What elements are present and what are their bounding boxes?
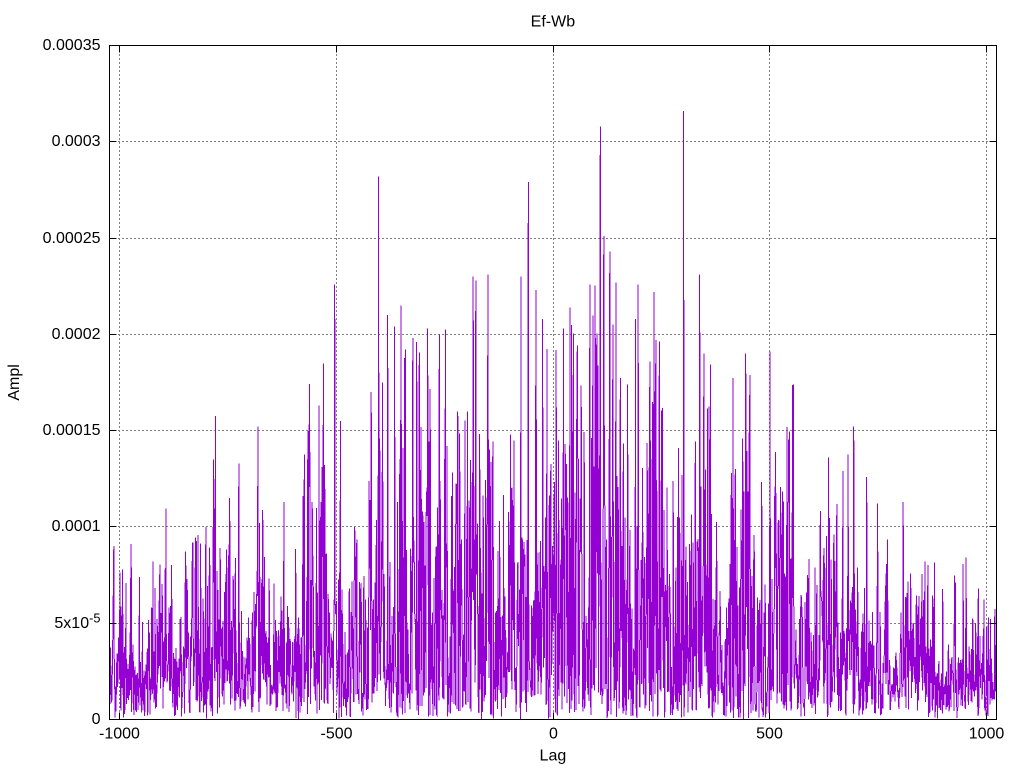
svg-text:-1000: -1000 [99,726,140,743]
svg-text:500: 500 [756,726,783,743]
svg-text:Ef-Wb: Ef-Wb [531,14,576,31]
svg-text:0: 0 [92,711,101,728]
svg-text:1000: 1000 [969,726,1005,743]
svg-text:0: 0 [549,726,558,743]
svg-text:0.00035: 0.00035 [43,37,101,54]
svg-text:5x10-5: 5x10-5 [54,611,100,633]
svg-text:0.00025: 0.00025 [43,230,101,247]
svg-text:Lag: Lag [540,748,567,765]
svg-text:Ampl: Ampl [6,364,23,400]
svg-text:0.0001: 0.0001 [52,518,101,535]
svg-text:-500: -500 [320,726,352,743]
svg-text:0.00015: 0.00015 [43,422,101,439]
svg-text:0.0003: 0.0003 [52,133,101,150]
svg-text:0.0002: 0.0002 [52,326,101,343]
